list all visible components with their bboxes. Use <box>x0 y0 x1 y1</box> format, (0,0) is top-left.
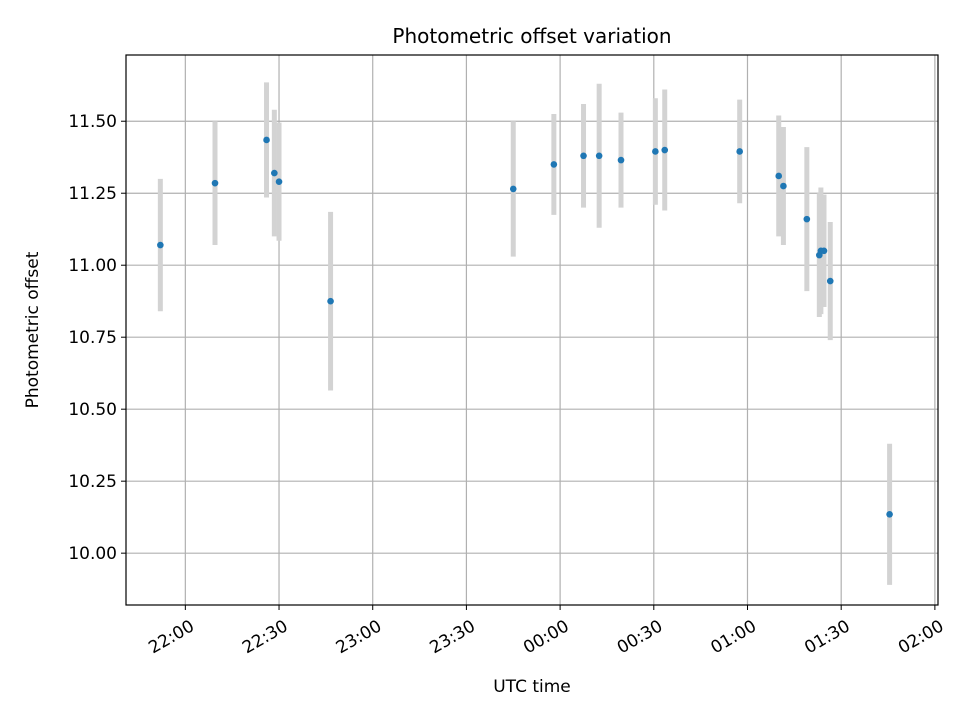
data-point <box>157 241 164 249</box>
data-point <box>775 172 783 180</box>
y-axis-label: Photometric offset <box>23 251 43 408</box>
data-point <box>550 161 558 168</box>
data-point <box>617 156 625 164</box>
data-point <box>652 148 659 155</box>
data-point <box>780 182 787 190</box>
x-tick-label: 22:30 <box>239 616 291 658</box>
data-point <box>509 185 517 193</box>
chart-title: Photometric offset variation <box>392 24 671 48</box>
data-point <box>595 152 603 160</box>
error-bars <box>157 82 893 585</box>
y-tick-label: 11.00 <box>68 256 117 276</box>
x-tick-label: 00:00 <box>520 616 572 658</box>
data-point <box>271 169 278 177</box>
data-point <box>826 277 834 285</box>
x-tick-label: 00:30 <box>614 616 666 658</box>
y-tick-label: 11.50 <box>68 112 117 132</box>
x-tick-label: 23:30 <box>426 616 478 658</box>
data-point <box>886 510 893 518</box>
y-tick-label: 10.25 <box>68 472 117 492</box>
data-point <box>275 178 283 186</box>
x-tick-label: 23:00 <box>333 616 385 658</box>
data-point <box>580 152 587 160</box>
y-tick-label: 10.00 <box>68 544 117 564</box>
data-point <box>211 179 219 187</box>
data-point <box>803 215 811 223</box>
y-tick-label: 10.75 <box>68 328 117 348</box>
x-axis-label: UTC time <box>493 677 571 697</box>
y-tick-label: 11.25 <box>68 184 117 204</box>
x-tick-label: 22:00 <box>145 616 197 658</box>
x-tick-label: 01:30 <box>801 616 853 658</box>
y-tick-label: 10.50 <box>68 400 117 420</box>
plot-area-frame <box>125 54 939 606</box>
axis-ticks: 10.00 10.25 10.50 10.75 11.00 11.25 11.50 22:00… <box>68 112 947 658</box>
data-points <box>157 136 893 518</box>
data-point <box>263 136 270 144</box>
grid <box>126 55 938 605</box>
x-tick-label: 02:00 <box>895 616 947 658</box>
x-tick-label: 01:00 <box>708 616 760 658</box>
data-point <box>327 297 334 305</box>
data-point <box>820 247 828 255</box>
data-point <box>661 146 669 154</box>
data-point <box>736 148 743 155</box>
